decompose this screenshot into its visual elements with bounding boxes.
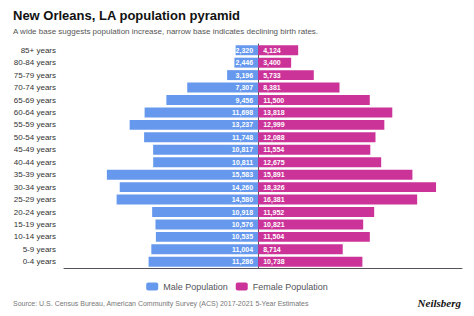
- svg-text:5-9 years: 5-9 years: [23, 245, 56, 254]
- svg-text:A wide base suggests populatio: A wide base suggests population increase…: [13, 27, 318, 36]
- svg-text:13,818: 13,818: [263, 109, 285, 117]
- svg-text:11,286: 11,286: [232, 258, 253, 266]
- svg-text:35-39 years: 35-39 years: [14, 170, 56, 179]
- svg-text:80-84 years: 80-84 years: [14, 58, 56, 67]
- svg-text:15,583: 15,583: [232, 171, 254, 179]
- svg-text:4,124: 4,124: [263, 47, 281, 55]
- svg-text:8,714: 8,714: [263, 246, 281, 254]
- svg-text:12,675: 12,675: [263, 159, 285, 167]
- svg-text:60-64 years: 60-64 years: [14, 108, 56, 117]
- svg-text:70-74 years: 70-74 years: [14, 83, 56, 92]
- svg-text:Female Population: Female Population: [253, 282, 328, 292]
- svg-text:15-19 years: 15-19 years: [14, 220, 56, 229]
- svg-text:14,580: 14,580: [232, 196, 254, 204]
- svg-text:11,504: 11,504: [263, 233, 284, 241]
- svg-text:11,952: 11,952: [263, 209, 284, 217]
- svg-text:8,381: 8,381: [263, 84, 281, 92]
- svg-text:3,196: 3,196: [236, 72, 254, 80]
- svg-text:65-69 years: 65-69 years: [14, 96, 56, 105]
- svg-text:40-44 years: 40-44 years: [14, 158, 56, 167]
- svg-text:11,004: 11,004: [232, 246, 253, 254]
- svg-text:10-14 years: 10-14 years: [14, 232, 56, 241]
- svg-text:75-79 years: 75-79 years: [14, 71, 56, 80]
- svg-text:10,918: 10,918: [232, 209, 254, 217]
- svg-text:7,307: 7,307: [236, 84, 254, 92]
- svg-text:Source: U.S. Census Bureau, Am: Source: U.S. Census Bureau, American Com…: [13, 300, 309, 308]
- svg-text:3,400: 3,400: [263, 59, 281, 67]
- svg-text:10,738: 10,738: [263, 258, 285, 266]
- svg-text:11,554: 11,554: [263, 146, 284, 154]
- svg-text:9,456: 9,456: [236, 97, 254, 105]
- svg-text:New Orleans, LA population pyr: New Orleans, LA population pyramid: [13, 8, 240, 23]
- svg-text:50-54 years: 50-54 years: [14, 133, 56, 142]
- svg-text:85+ years: 85+ years: [21, 46, 56, 55]
- svg-text:13,237: 13,237: [232, 121, 254, 129]
- svg-text:18,326: 18,326: [263, 184, 285, 192]
- svg-text:5,733: 5,733: [263, 72, 281, 80]
- svg-text:10,576: 10,576: [232, 221, 254, 229]
- svg-text:11,500: 11,500: [263, 97, 284, 105]
- svg-text:12,999: 12,999: [263, 121, 285, 129]
- svg-text:0-4 years: 0-4 years: [23, 257, 56, 266]
- svg-text:14,260: 14,260: [232, 184, 254, 192]
- svg-text:10,817: 10,817: [232, 146, 254, 154]
- svg-text:2,446: 2,446: [236, 59, 254, 67]
- svg-text:15,891: 15,891: [263, 171, 285, 179]
- svg-text:11,748: 11,748: [232, 134, 253, 142]
- svg-text:12,088: 12,088: [263, 134, 285, 142]
- svg-text:11,698: 11,698: [232, 109, 253, 117]
- svg-text:20-24 years: 20-24 years: [14, 208, 56, 217]
- svg-text:Male Population: Male Population: [163, 282, 228, 292]
- svg-text:10,811: 10,811: [232, 159, 253, 167]
- svg-text:10,535: 10,535: [232, 233, 254, 241]
- svg-text:25-29 years: 25-29 years: [14, 195, 56, 204]
- svg-text:Neilsberg: Neilsberg: [417, 297, 462, 309]
- svg-text:30-34 years: 30-34 years: [14, 183, 56, 192]
- svg-text:10,821: 10,821: [263, 221, 285, 229]
- svg-text:2,320: 2,320: [236, 47, 254, 55]
- svg-text:16,381: 16,381: [263, 196, 285, 204]
- svg-text:45-49 years: 45-49 years: [14, 145, 56, 154]
- svg-text:55-59 years: 55-59 years: [14, 120, 56, 129]
